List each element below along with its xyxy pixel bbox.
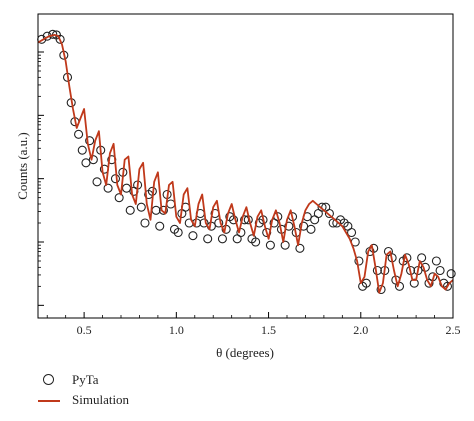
x-tick-label: 2.5 <box>446 323 461 337</box>
legend-label-pyta: PyTa <box>72 372 99 387</box>
data-point <box>442 281 453 291</box>
legend-item-simulation: Simulation <box>38 390 238 410</box>
data-point <box>114 193 124 203</box>
x-tick-label: 1.5 <box>261 323 276 337</box>
plot-frame <box>37 13 454 319</box>
data-point <box>140 218 150 228</box>
data-point <box>280 240 290 250</box>
y-axis-label: Counts (a.u.) <box>15 132 30 200</box>
data-point <box>199 218 209 228</box>
data-point <box>217 234 227 244</box>
data-point <box>155 221 165 231</box>
data-point <box>188 231 198 241</box>
data-point <box>236 227 246 238</box>
data-point <box>92 177 102 187</box>
x-tick-label: 1.0 <box>169 323 184 337</box>
data-point <box>103 183 113 193</box>
x-axis-ticks: 0.5 1.0 1.5 2.0 2.5 <box>46 312 461 337</box>
data-point <box>417 253 427 263</box>
x-tick-label: 0.5 <box>77 323 92 337</box>
data-point <box>158 205 168 215</box>
data-point <box>361 278 371 288</box>
data-point <box>228 215 239 225</box>
data-point <box>136 202 146 212</box>
data-point <box>284 221 294 231</box>
data-point <box>85 136 95 146</box>
data-point <box>306 224 316 234</box>
data-point <box>110 174 121 184</box>
data-point <box>317 202 327 212</box>
data-point <box>295 243 305 253</box>
plot-background <box>38 14 453 318</box>
legend: PyTa Simulation <box>38 370 238 414</box>
data-point <box>446 269 456 279</box>
data-point <box>347 227 357 238</box>
data-point <box>435 265 445 276</box>
legend-item-pyta: PyTa <box>38 370 238 390</box>
data-point <box>173 227 183 238</box>
x-axis-label: θ (degrees) <box>216 345 274 360</box>
data-point <box>77 145 87 155</box>
open-circle-marker-icon <box>38 373 62 387</box>
data-point <box>88 155 98 165</box>
data-point <box>299 221 309 231</box>
data-point <box>354 256 364 266</box>
legend-label-simulation: Simulation <box>72 392 130 407</box>
data-point <box>125 205 135 215</box>
red-line-marker-icon <box>38 393 62 407</box>
data-point <box>431 256 441 266</box>
data-point <box>74 129 84 139</box>
data-point <box>81 158 91 168</box>
data-point <box>48 29 58 39</box>
data-point <box>203 234 213 244</box>
data-point <box>251 237 261 247</box>
data-point <box>55 34 65 44</box>
data-point <box>214 218 224 228</box>
simulation-line <box>37 34 454 294</box>
data-point <box>262 227 272 238</box>
data-point <box>324 208 334 219</box>
x-tick-label: 2.0 <box>353 323 368 337</box>
data-point <box>265 240 275 250</box>
